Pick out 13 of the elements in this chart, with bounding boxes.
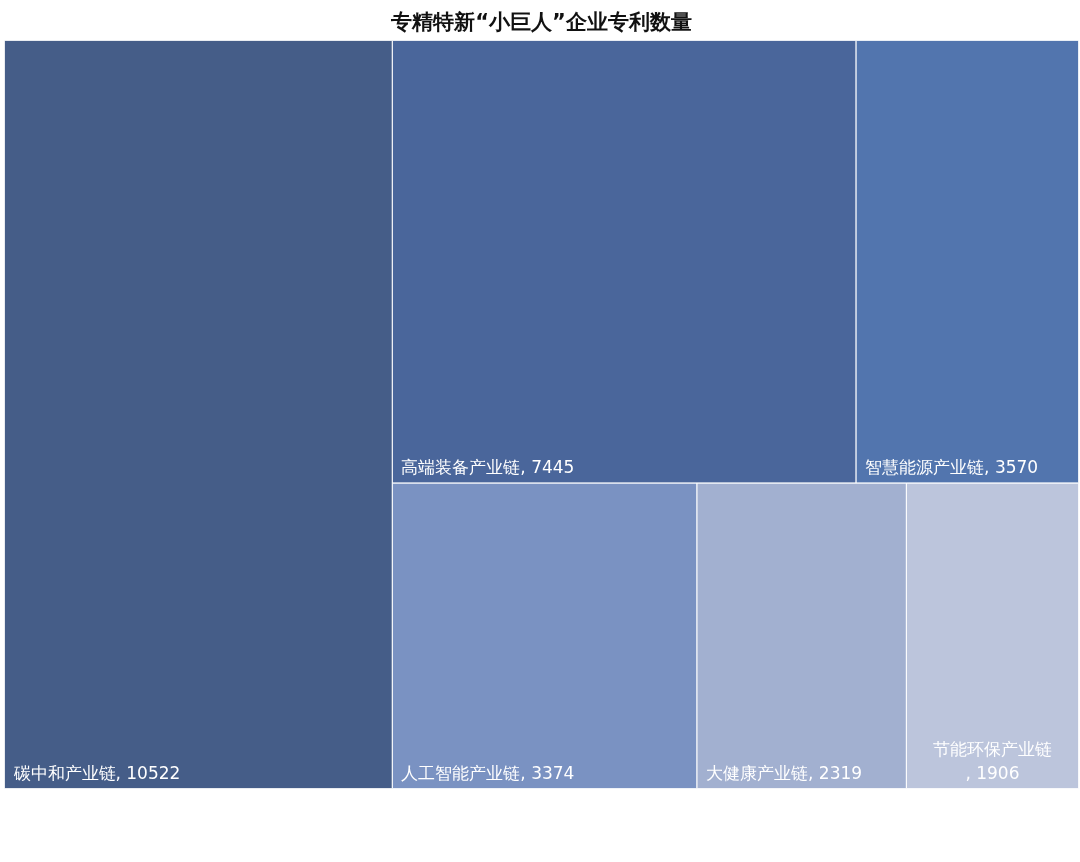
data-label: , 3374 [520,762,575,783]
category-label: 智慧能源产业链 [865,457,985,478]
category-label: 节能环保产业链 [932,738,1052,759]
data-label: , 10522 [115,762,181,783]
category-label: 碳中和产业链 [12,762,116,783]
category-label: 高端装备产业链 [401,457,521,478]
data-label: , 2319 [808,762,863,783]
category-label: 大健康产业链 [706,762,809,783]
data-label: , 7445 [520,457,575,478]
category-label: 人工智能产业链 [401,762,521,783]
data-label: , 3570 [984,457,1039,478]
text: 专精特新“小巨人”企业专利数量 [390,9,692,34]
data-label: , 1906 [965,762,1020,783]
